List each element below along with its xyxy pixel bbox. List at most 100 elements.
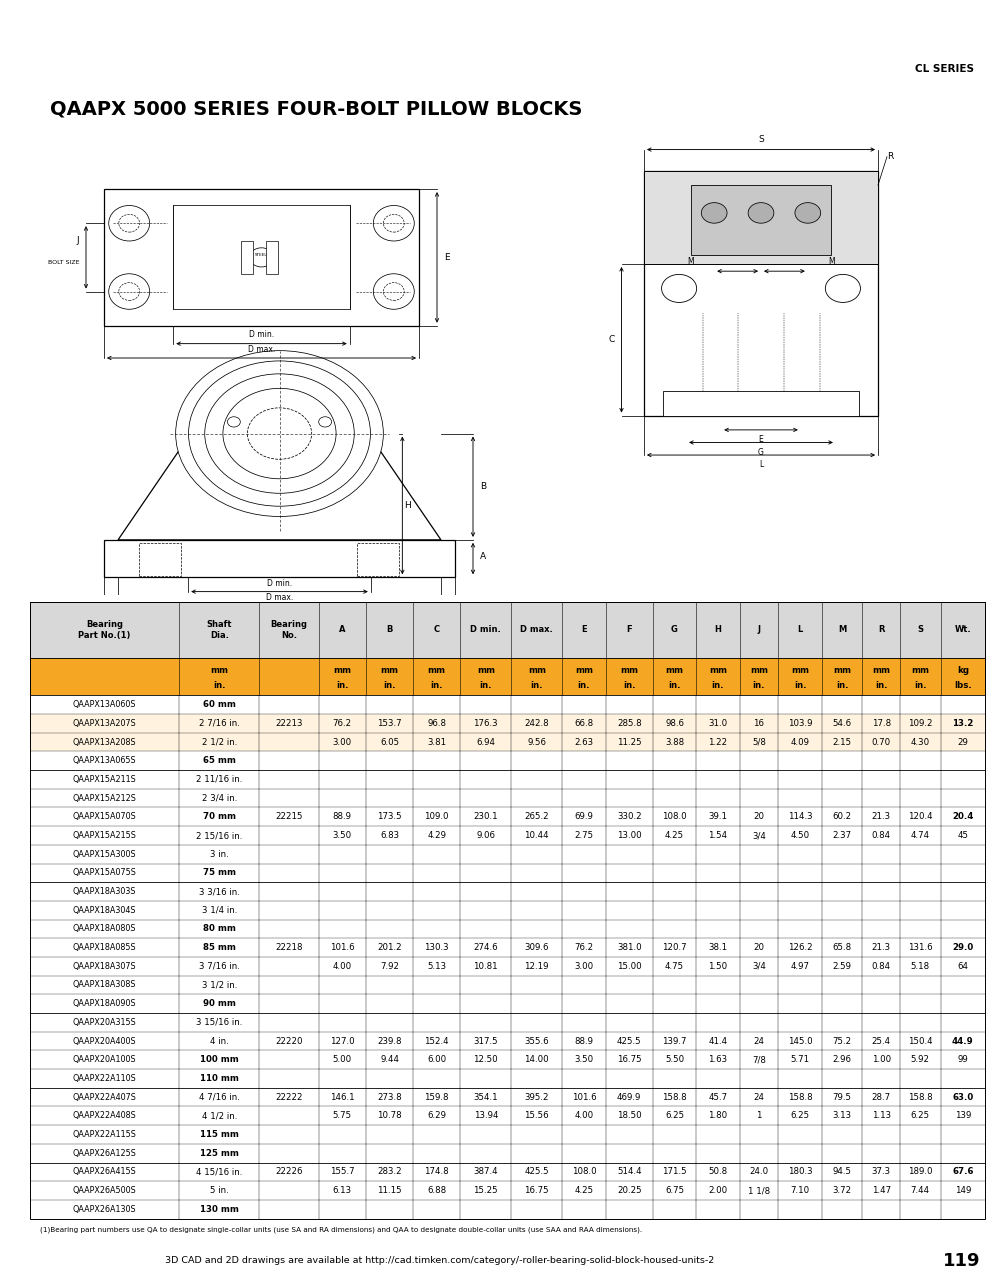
Text: 13.94: 13.94 [474,1111,498,1120]
Text: 283.2: 283.2 [377,1167,402,1176]
Text: 153.7: 153.7 [377,719,402,728]
Text: 1: 1 [756,1111,762,1120]
Text: 6.25: 6.25 [665,1111,684,1120]
Ellipse shape [109,274,150,310]
Circle shape [825,274,860,302]
Bar [30,751,985,771]
Text: 265.2: 265.2 [524,813,549,822]
Text: L: L [759,461,763,470]
Text: 3.00: 3.00 [333,737,352,746]
Text: 395.2: 395.2 [525,1093,549,1102]
Text: Bearing
No.: Bearing No. [271,621,308,640]
Text: 9.56: 9.56 [527,737,546,746]
Text: 2.59: 2.59 [833,961,852,970]
Text: 130.3: 130.3 [424,943,449,952]
Text: 469.9: 469.9 [617,1093,641,1102]
Text: 20.4: 20.4 [952,813,974,822]
Text: mm: mm [833,666,851,675]
Text: 146.1: 146.1 [330,1093,355,1102]
Bar [30,714,985,732]
Ellipse shape [119,283,140,301]
Text: QAAPX26A130S: QAAPX26A130S [73,1204,136,1213]
Text: 6.00: 6.00 [427,1055,446,1064]
Circle shape [701,202,727,223]
Text: 230.1: 230.1 [473,813,498,822]
Text: R: R [878,626,884,635]
Text: 103.9: 103.9 [788,719,812,728]
Text: 65.8: 65.8 [832,943,852,952]
Text: 60 mm: 60 mm [203,700,236,709]
Text: 4.74: 4.74 [911,831,930,840]
Text: 6.13: 6.13 [333,1187,352,1196]
Text: 5 in.: 5 in. [210,1187,229,1196]
Text: 44.9: 44.9 [952,1037,974,1046]
Bar [357,543,399,576]
Text: 354.1: 354.1 [473,1093,498,1102]
Text: 88.9: 88.9 [574,1037,593,1046]
Circle shape [227,417,240,428]
Text: 6.05: 6.05 [380,737,399,746]
Text: 67.6: 67.6 [952,1167,974,1176]
Text: 15.00: 15.00 [617,961,642,970]
Text: mm: mm [381,666,399,675]
Text: 79.5: 79.5 [833,1093,852,1102]
Text: 381.0: 381.0 [617,943,642,952]
Text: PRODUCT DATA TABLES: PRODUCT DATA TABLES [818,19,974,32]
Text: F: F [626,626,632,635]
Text: 6.25: 6.25 [911,1111,930,1120]
Text: 155.7: 155.7 [330,1167,355,1176]
Text: 2 15/16 in.: 2 15/16 in. [196,831,242,840]
Text: 16.75: 16.75 [617,1055,642,1064]
Text: Wt.: Wt. [955,626,971,635]
Bar [30,919,985,938]
Bar [30,602,985,658]
Text: D min.: D min. [249,330,274,339]
Text: 139: 139 [955,1111,971,1120]
Text: 130 mm: 130 mm [200,1204,239,1213]
Text: 114.3: 114.3 [788,813,812,822]
Bar [30,1144,985,1162]
Text: QAAPX15A075S: QAAPX15A075S [73,868,136,877]
Text: D max.: D max. [266,594,293,603]
Text: M: M [838,626,846,635]
Text: in.: in. [668,681,681,690]
Text: QAAPX18A303S: QAAPX18A303S [73,887,136,896]
Ellipse shape [109,206,150,241]
Circle shape [662,274,697,302]
Text: 3.50: 3.50 [333,831,352,840]
Text: 60.2: 60.2 [832,813,852,822]
Text: 100 mm: 100 mm [200,1055,239,1064]
Text: in.: in. [578,681,590,690]
Text: 7.10: 7.10 [790,1187,810,1196]
Text: 45: 45 [957,831,968,840]
Text: 119: 119 [943,1252,981,1270]
Bar [30,1088,985,1106]
Text: 4 15/16 in.: 4 15/16 in. [196,1167,242,1176]
Text: 2.63: 2.63 [574,737,594,746]
Text: 150.4: 150.4 [908,1037,933,1046]
Text: QAAPX15A070S: QAAPX15A070S [73,813,136,822]
Text: 1.63: 1.63 [708,1055,728,1064]
Text: 3.50: 3.50 [574,1055,594,1064]
Text: 139.7: 139.7 [662,1037,687,1046]
Text: 158.8: 158.8 [908,1093,933,1102]
Bar [241,241,253,274]
Text: 10.44: 10.44 [524,831,549,840]
Text: 4.30: 4.30 [911,737,930,746]
Text: 5.71: 5.71 [790,1055,810,1064]
Text: 4.97: 4.97 [791,961,810,970]
Text: 3 in.: 3 in. [210,850,229,859]
Text: QAAPX13A060S: QAAPX13A060S [73,700,136,709]
Ellipse shape [373,274,414,310]
Text: in.: in. [794,681,806,690]
Text: 4.75: 4.75 [665,961,684,970]
Text: G: G [758,448,764,457]
Text: 6.25: 6.25 [790,1111,810,1120]
Text: 98.6: 98.6 [665,719,684,728]
Text: 24.0: 24.0 [749,1167,769,1176]
Text: 317.5: 317.5 [473,1037,498,1046]
Bar [30,1106,985,1125]
Text: in.: in. [875,681,887,690]
Text: 110 mm: 110 mm [200,1074,239,1083]
Bar [30,1199,985,1219]
